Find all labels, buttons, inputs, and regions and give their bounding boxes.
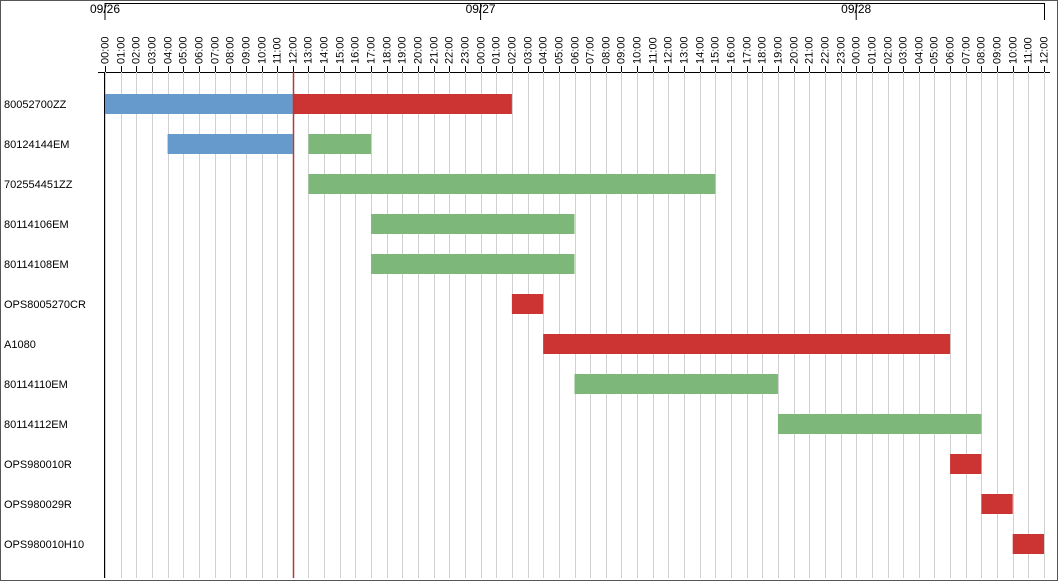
x-tick-label: 23:00 — [835, 36, 847, 64]
x-tick-label: 09:00 — [615, 36, 627, 64]
x-tick-label: 09:00 — [240, 36, 252, 64]
x-tick-label: 21:00 — [803, 36, 815, 64]
x-tick-label: 03:00 — [146, 36, 158, 64]
x-tick-label: 15:00 — [709, 36, 721, 64]
task-bar — [1012, 534, 1044, 554]
task-label: 80114112EM — [4, 419, 68, 431]
day-label: 09/27 — [466, 2, 496, 16]
x-tick-label: 18:00 — [381, 36, 393, 64]
x-tick-label: 06:00 — [944, 36, 956, 64]
x-tick-label: 21:00 — [428, 36, 440, 64]
task-label: OPS8005270CR — [4, 299, 86, 311]
x-tick-label: 12:00 — [1038, 36, 1050, 64]
x-tick-label: 00:00 — [475, 36, 487, 64]
x-tick-label: 05:00 — [177, 36, 189, 64]
task-bar — [950, 454, 982, 474]
x-tick-label: 20:00 — [788, 36, 800, 64]
day-label: 09/26 — [90, 2, 120, 16]
task-bar — [511, 294, 544, 314]
x-tick-label: 06:00 — [569, 36, 581, 64]
x-tick-label: 19:00 — [396, 36, 408, 64]
task-label: OPS980010R — [4, 459, 72, 471]
task-bar — [777, 414, 982, 434]
x-tick-label: 17:00 — [365, 36, 377, 64]
x-tick-label: 20:00 — [412, 36, 424, 64]
task-label: A1080 — [4, 339, 36, 351]
x-tick-label: 15:00 — [334, 36, 346, 64]
x-tick-label: 00:00 — [99, 36, 111, 64]
task-label: OPS980010H10 — [4, 539, 84, 551]
x-tick-label: 10:00 — [1007, 36, 1019, 64]
x-tick-label: 03:00 — [897, 36, 909, 64]
x-tick-label: 01:00 — [115, 36, 127, 64]
task-bar — [371, 254, 575, 274]
x-tick-label: 07:00 — [584, 36, 596, 64]
x-tick-label: 04:00 — [162, 36, 174, 64]
x-tick-label: 03:00 — [522, 36, 534, 64]
x-tick-label: 08:00 — [975, 36, 987, 64]
x-tick-label: 02:00 — [130, 36, 142, 64]
task-bar — [308, 174, 716, 194]
task-bar — [543, 334, 951, 354]
x-tick-label: 09:00 — [991, 36, 1003, 64]
x-tick-label: 13:00 — [302, 36, 314, 64]
x-tick-label: 14:00 — [694, 36, 706, 64]
day-label: 09/28 — [841, 2, 871, 16]
x-tick-label: 11:00 — [647, 37, 659, 64]
x-tick-label: 12:00 — [287, 36, 299, 64]
task-bar — [308, 134, 372, 154]
task-bar — [105, 94, 293, 114]
x-tick-label: 12:00 — [662, 36, 674, 64]
task-bar — [574, 374, 778, 394]
x-tick-label: 10:00 — [631, 36, 643, 64]
x-tick-label: 08:00 — [600, 36, 612, 64]
x-tick-label: 19:00 — [772, 36, 784, 64]
task-label: 702554451ZZ — [4, 179, 73, 191]
x-tick-label: 01:00 — [490, 36, 502, 64]
x-tick-label: 02:00 — [506, 36, 518, 64]
x-tick-label: 07:00 — [209, 36, 221, 64]
x-tick-label: 16:00 — [725, 36, 737, 64]
x-tick-label: 05:00 — [553, 36, 565, 64]
x-tick-label: 11:00 — [271, 37, 283, 64]
task-bar — [167, 134, 293, 154]
task-bar — [292, 94, 512, 114]
task-label: OPS980029R — [4, 499, 72, 511]
x-tick-label: 16:00 — [349, 36, 361, 64]
x-tick-label: 23:00 — [459, 36, 471, 64]
x-tick-label: 13:00 — [678, 36, 690, 64]
x-tick-label: 22:00 — [443, 36, 455, 64]
x-tick-label: 07:00 — [960, 36, 972, 64]
task-label: 80114106EM — [4, 219, 69, 231]
x-tick-label: 05:00 — [928, 36, 940, 64]
x-tick-label: 06:00 — [193, 36, 205, 64]
x-tick-label: 18:00 — [756, 36, 768, 64]
x-tick-label: 04:00 — [913, 36, 925, 64]
x-tick-label: 17:00 — [741, 36, 753, 64]
task-label: 80124144EM — [4, 139, 69, 151]
task-label: 80114110EM — [4, 379, 68, 391]
x-tick-label: 04:00 — [537, 36, 549, 64]
task-label: 80052700ZZ — [4, 99, 67, 111]
x-tick-label: 02:00 — [882, 36, 894, 64]
x-tick-label: 00:00 — [850, 36, 862, 64]
x-tick-label: 01:00 — [866, 36, 878, 64]
x-tick-label: 08:00 — [224, 36, 236, 64]
x-tick-label: 11:00 — [1022, 37, 1034, 64]
task-label: 80114108EM — [4, 259, 69, 271]
x-tick-label: 14:00 — [318, 36, 330, 64]
task-bar — [981, 494, 1013, 514]
x-tick-label: 10:00 — [256, 36, 268, 64]
x-tick-label: 22:00 — [819, 36, 831, 64]
task-bar — [371, 214, 575, 234]
